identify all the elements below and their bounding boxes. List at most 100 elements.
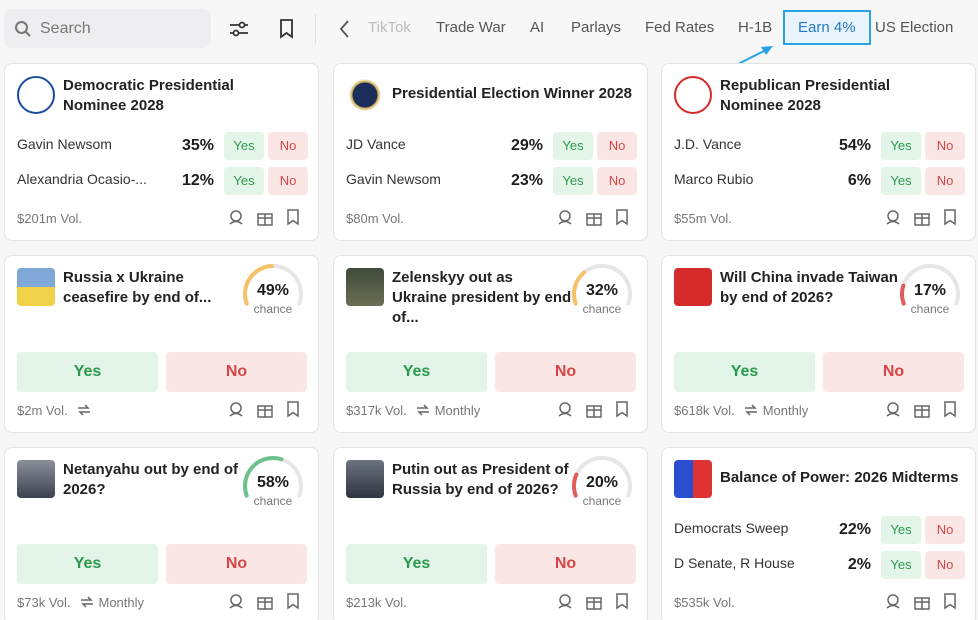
- gauge-fill: [243, 264, 274, 306]
- market-title: Netanyahu out by end of 2026?: [63, 461, 239, 498]
- bookmark-icon[interactable]: [941, 592, 959, 610]
- search-box[interactable]: Search: [4, 9, 211, 48]
- gift-icon[interactable]: [913, 592, 931, 610]
- trader-icon[interactable]: [227, 400, 245, 418]
- yes-button[interactable]: Yes: [553, 132, 593, 160]
- market-card[interactable]: Balance of Power: 2026 Midterms Democrats…: [661, 447, 976, 620]
- gift-icon[interactable]: [256, 208, 274, 226]
- tab[interactable]: Fed Rates: [645, 19, 715, 36]
- chance-value: 32%: [585, 282, 619, 299]
- yes-button[interactable]: Yes: [881, 167, 921, 195]
- no-button[interactable]: No: [925, 132, 965, 160]
- yes-button[interactable]: Yes: [881, 132, 921, 160]
- no-button[interactable]: No: [597, 167, 637, 195]
- market-card[interactable]: Will China invade Taiwan by end of 2026?…: [661, 255, 976, 433]
- trader-icon[interactable]: [556, 208, 574, 226]
- gift-icon[interactable]: [913, 400, 931, 418]
- yes-button[interactable]: Yes: [224, 167, 264, 195]
- market-card[interactable]: Putin out as President of Russia by end …: [333, 447, 648, 620]
- gift-icon[interactable]: [913, 208, 931, 226]
- volume: $213k Vol.: [346, 595, 407, 610]
- gift-icon[interactable]: [256, 400, 274, 418]
- no-button[interactable]: No: [597, 132, 637, 160]
- yes-button[interactable]: Yes: [553, 167, 593, 195]
- bookmark-icon[interactable]: [941, 208, 959, 226]
- divider: [315, 14, 316, 44]
- market-icon: [17, 460, 55, 498]
- tab[interactable]: Trade War: [436, 19, 506, 36]
- tab[interactable]: TikTok: [368, 19, 411, 36]
- market-icon: [17, 76, 55, 114]
- no-button[interactable]: No: [925, 516, 965, 544]
- no-button[interactable]: No: [166, 544, 307, 584]
- tab[interactable]: Parlays: [571, 19, 622, 36]
- yes-button[interactable]: Yes: [17, 352, 158, 392]
- market-card[interactable]: Russia x Ukraine ceasefire by end of... 4…: [4, 255, 319, 433]
- bookmark-icon[interactable]: [284, 592, 302, 610]
- yes-button[interactable]: Yes: [881, 516, 921, 544]
- gift-icon[interactable]: [585, 592, 603, 610]
- market-card[interactable]: Zelenskyy out as Ukraine president by en…: [333, 255, 648, 433]
- bookmark-icon[interactable]: [941, 400, 959, 418]
- outcome-percent: 23%: [510, 172, 543, 189]
- volume: $201m Vol.: [17, 211, 83, 226]
- recurrence: Monthly: [434, 403, 481, 418]
- repeat-icon: [416, 404, 429, 416]
- tab[interactable]: H-1B: [738, 19, 773, 36]
- yes-button[interactable]: Yes: [346, 544, 487, 584]
- no-button[interactable]: No: [268, 132, 308, 160]
- trader-icon[interactable]: [556, 592, 574, 610]
- repeat-icon: [77, 404, 90, 416]
- bookmark-button[interactable]: [279, 18, 295, 40]
- no-button[interactable]: No: [495, 352, 636, 392]
- no-button[interactable]: No: [925, 167, 965, 195]
- volume: $73k Vol.: [17, 595, 71, 610]
- yes-button[interactable]: Yes: [346, 352, 487, 392]
- market-title: Will China invade Taiwan by end of 2026?: [720, 269, 898, 306]
- trader-icon[interactable]: [556, 400, 574, 418]
- bookmark-icon[interactable]: [613, 592, 631, 610]
- scroll-left[interactable]: [338, 19, 352, 39]
- filter-button[interactable]: [228, 18, 250, 40]
- yes-button[interactable]: Yes: [17, 544, 158, 584]
- gift-icon[interactable]: [585, 400, 603, 418]
- recurrence: Monthly: [98, 595, 145, 610]
- market-card[interactable]: Democratic Presidential Nominee 2028 Gavi…: [4, 63, 319, 241]
- recurrence: Monthly: [762, 403, 809, 418]
- tab[interactable]: Earn 4%: [783, 10, 871, 45]
- trader-icon[interactable]: [227, 208, 245, 226]
- search-icon: [15, 21, 31, 37]
- bookmark-icon[interactable]: [613, 208, 631, 226]
- repeat-icon: [80, 596, 93, 608]
- market-card[interactable]: Netanyahu out by end of 2026? 58% chance Ye…: [4, 447, 319, 620]
- yes-button[interactable]: Yes: [674, 352, 815, 392]
- chance-value: 49%: [256, 282, 290, 299]
- trader-icon[interactable]: [227, 592, 245, 610]
- no-button[interactable]: No: [823, 352, 964, 392]
- gift-icon[interactable]: [585, 208, 603, 226]
- yes-button[interactable]: Yes: [881, 551, 921, 579]
- gift-icon[interactable]: [256, 592, 274, 610]
- market-card[interactable]: Presidential Election Winner 2028 JD Vanc…: [333, 63, 648, 241]
- no-button[interactable]: No: [166, 352, 307, 392]
- market-title: Russia x Ukraine ceasefire by end of...: [63, 269, 212, 306]
- no-button[interactable]: No: [925, 551, 965, 579]
- bookmark-icon[interactable]: [284, 208, 302, 226]
- no-button[interactable]: No: [268, 167, 308, 195]
- no-button[interactable]: No: [495, 544, 636, 584]
- gauge-fill: [572, 472, 579, 498]
- bookmark-icon[interactable]: [613, 400, 631, 418]
- tab[interactable]: AI: [530, 19, 545, 36]
- gauge-fill: [572, 270, 587, 306]
- trader-icon[interactable]: [884, 400, 902, 418]
- market-card[interactable]: Republican Presidential Nominee 2028 J.D.…: [661, 63, 976, 241]
- chance-value: 58%: [256, 474, 290, 491]
- trader-icon[interactable]: [884, 592, 902, 610]
- yes-button[interactable]: Yes: [224, 132, 264, 160]
- chance-gauge: [243, 264, 303, 306]
- trader-icon[interactable]: [884, 208, 902, 226]
- tab[interactable]: US Election: [875, 19, 954, 36]
- chance-label: chance: [910, 302, 950, 316]
- bookmark-icon[interactable]: [284, 400, 302, 418]
